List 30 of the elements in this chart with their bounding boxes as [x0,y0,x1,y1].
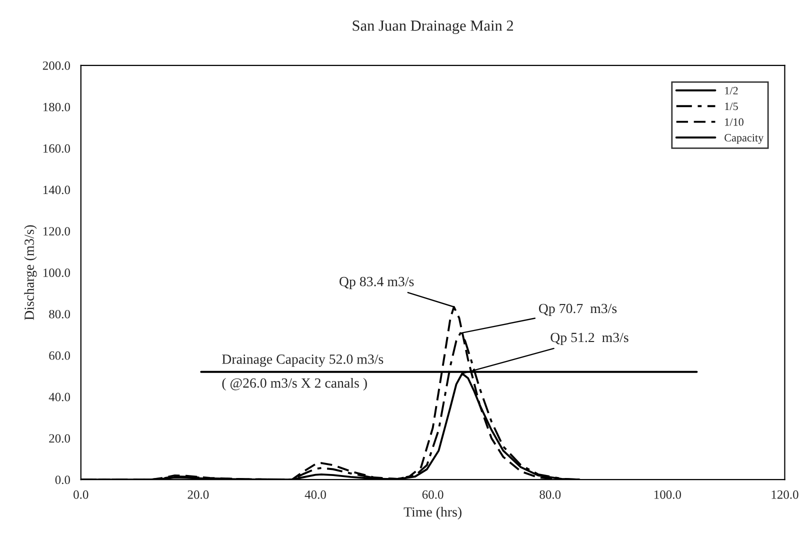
y-tick-label: 80.0 [49,310,70,318]
legend-label: Capacity [724,134,764,144]
annotation: Drainage Capacity 52.0 m3/s [222,354,384,367]
y-tick-label: 200.0 [42,61,70,70]
y-tick-label: 20.0 [49,434,70,443]
legend-label: 1/2 [725,86,738,94]
y-tick-label: 180.0 [43,102,70,112]
y-tick-label: 160.0 [43,144,70,153]
y-tick-label: 100.0 [43,268,70,278]
annotation: Qp 70.7 m3/s [538,304,617,316]
x-tick-label: 100.0 [654,490,682,499]
annotation: Qp 83.4 m3/s [340,276,414,290]
legend-label: 1/10 [725,118,744,126]
y-tick-label: 40.0 [48,392,70,402]
x-tick-label: 20.0 [188,490,209,499]
y-axis-title: Discharge (m3/s) [24,225,37,320]
x-axis-title: Time (hrs) [404,506,462,520]
x-tick-label: 120.0 [772,490,798,499]
x-tick-label: 60.0 [422,490,444,499]
y-tick-label: 60.0 [49,351,70,360]
x-tick-label: 0.0 [74,490,88,499]
x-tick-label: 40.0 [304,490,326,499]
chart-title: San Juan Drainage Main 2 [352,20,514,34]
y-tick-label: 120.0 [43,227,70,236]
annotation: ( @26.0 m3/s X 2 canals ) [222,378,367,391]
legend-label: 1/5 [725,102,738,110]
y-tick-label: 140.0 [43,186,70,194]
y-tick-label: 0.0 [55,476,70,484]
annotation: Qp 51.2 m3/s [550,332,628,345]
x-tick-label: 80.0 [540,490,561,499]
